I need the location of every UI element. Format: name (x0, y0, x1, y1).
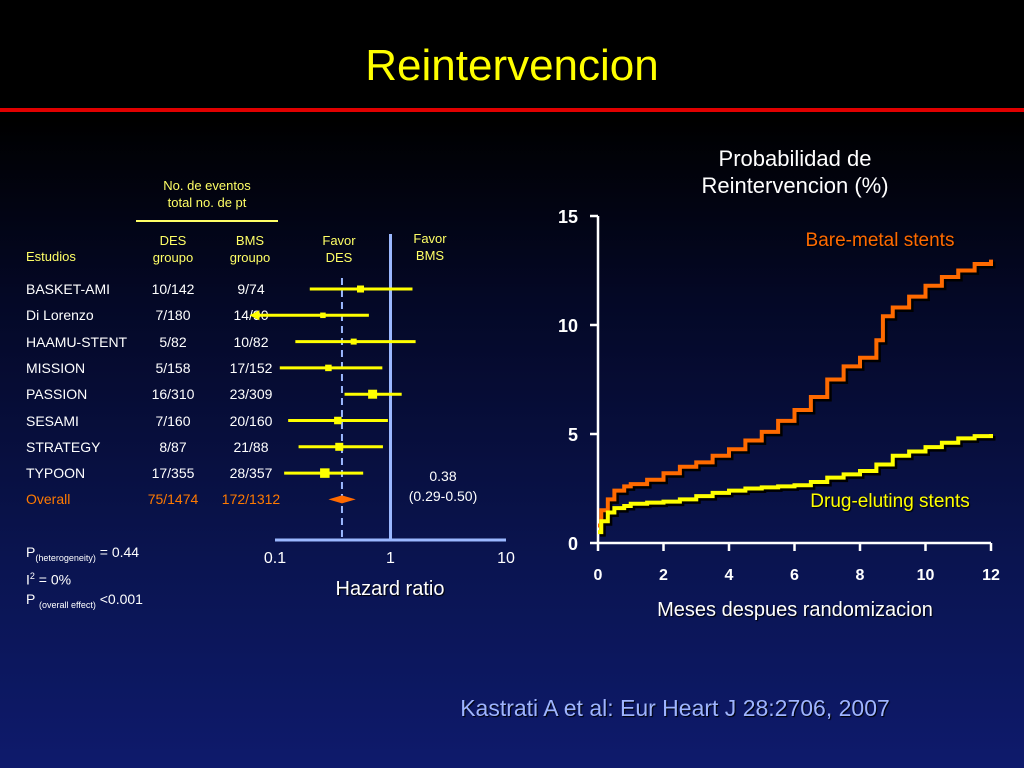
study-name: PASSION (26, 386, 88, 403)
ci-arrow (249, 310, 260, 321)
des-events: 10/142 (151, 281, 195, 297)
favor-des-line1: Favor (322, 233, 356, 248)
bms-series-label: Bare-metal stents (805, 230, 955, 251)
km-title-line1: Probabilidad de (718, 146, 872, 171)
km-y-tick-label: 5 (568, 425, 578, 445)
i2-prefix: I (26, 571, 30, 588)
km-x-tick-label: 0 (594, 567, 603, 584)
overall-diamond (328, 495, 356, 504)
bms-header-line2: groupo (229, 250, 271, 265)
study-point (350, 338, 357, 345)
eventos-header-line2: total no. de pt (167, 195, 247, 210)
study-name: HAAMU-STENT (26, 333, 128, 350)
des-column-header: DES groupo (142, 232, 204, 266)
overall-ci: (0.29-0.50) (408, 488, 478, 504)
km-x-tick-label: 8 (856, 567, 865, 584)
p-het-value: = 0.44 (95, 544, 140, 560)
study-point (320, 312, 326, 319)
bms-events: 9/74 (237, 281, 265, 297)
km-chart-title: Probabilidad de Reintervencion (%) (660, 145, 930, 199)
hr-tick-label: 1 (386, 550, 395, 567)
des-events: 16/310 (151, 386, 195, 403)
des-events: 5/158 (155, 359, 191, 376)
km-x-tick-label: 12 (982, 567, 1000, 584)
des-events: 5/82 (159, 333, 187, 350)
p-overall-effect: P (overall effect) <0.001 (26, 590, 143, 614)
des-events: 75/1474 (147, 491, 199, 508)
bms-events: 172/1312 (221, 491, 281, 508)
bms-column-header: BMS groupo (214, 232, 286, 266)
bms-header-line1: BMS (235, 233, 265, 248)
km-y-tick-label: 10 (558, 316, 578, 336)
hr-axis-title: Hazard ratio (335, 578, 445, 600)
i2-sup: 2 (29, 571, 35, 581)
des-series-label: Drug-eluting stents (810, 491, 970, 512)
study-name: BASKET-AMI (26, 281, 111, 297)
p-het-prefix: P (26, 544, 36, 560)
p-ov-prefix: P (26, 591, 39, 607)
bms-events: 10/82 (233, 333, 269, 350)
km-x-tick-label: 6 (790, 567, 799, 584)
des-header-line2: groupo (152, 250, 194, 265)
study-name: TYPOON (26, 465, 86, 482)
km-title-line2: Reintervencion (%) (701, 173, 889, 198)
study-point (368, 389, 378, 399)
eventos-header: No. de eventos total no. de pt (142, 177, 272, 211)
slide-title: Reintervencion (365, 41, 659, 90)
hr-tick-label: 0.1 (264, 550, 286, 567)
des-events: 17/355 (151, 465, 195, 482)
study-point (357, 285, 365, 293)
eventos-header-line1: No. de eventos (163, 178, 251, 193)
favor-bms-line1: Favor (413, 231, 447, 246)
study-name: STRATEGY (26, 438, 101, 455)
p-ov-sub: (overall effect) (38, 599, 96, 610)
km-y-tick-label: 15 (558, 207, 578, 227)
overall-estimate: 0.38 (429, 468, 457, 484)
bms-series-line (598, 259, 993, 528)
p-ov-value: <0.001 (95, 591, 143, 607)
km-x-axis-title: Meses despues randomizacion (657, 599, 933, 621)
study-name: Overall (26, 491, 71, 508)
study-point (334, 416, 342, 425)
studies-column-header: Estudios (26, 249, 76, 264)
favor-bms-label: Favor BMS (405, 230, 455, 264)
des-events: 7/180 (155, 307, 191, 324)
p-het-sub: (heterogeneity) (35, 552, 96, 563)
des-events: 8/87 (159, 438, 187, 455)
favor-bms-line2: BMS (415, 248, 445, 263)
study-name: SESAMI (26, 412, 79, 429)
km-x-tick-label: 10 (917, 567, 935, 584)
title-divider (0, 108, 1024, 112)
km-x-tick-label: 4 (725, 567, 734, 584)
des-header-line1: DES (159, 233, 187, 248)
bms-events: 17/152 (229, 359, 273, 376)
km-x-tick-label: 2 (659, 567, 668, 584)
i2-value: = 0% (34, 571, 72, 588)
study-name: Di Lorenzo (26, 307, 94, 324)
des-events: 7/160 (155, 412, 191, 429)
study-point (325, 364, 332, 372)
study-name: MISSION (26, 359, 86, 376)
des-series-line (598, 434, 993, 535)
study-point (335, 442, 344, 451)
study-point (320, 468, 330, 478)
citation: Kastrati A et al: Eur Heart J 28:2706, 2… (460, 695, 890, 721)
p-heterogeneity: P(heterogeneity) = 0.44 (26, 543, 139, 567)
i-squared: I2 = 0% (26, 567, 71, 589)
eventos-underline (136, 220, 278, 222)
bms-events: 28/357 (229, 465, 273, 482)
bms-events: 20/160 (229, 412, 273, 429)
bms-events: 21/88 (233, 438, 269, 455)
favor-des-label: Favor DES (314, 232, 364, 266)
favor-des-line2: DES (325, 250, 353, 265)
hr-tick-label: 10 (497, 550, 515, 567)
km-y-tick-label: 0 (568, 534, 578, 554)
bms-events: 23/309 (229, 386, 273, 403)
